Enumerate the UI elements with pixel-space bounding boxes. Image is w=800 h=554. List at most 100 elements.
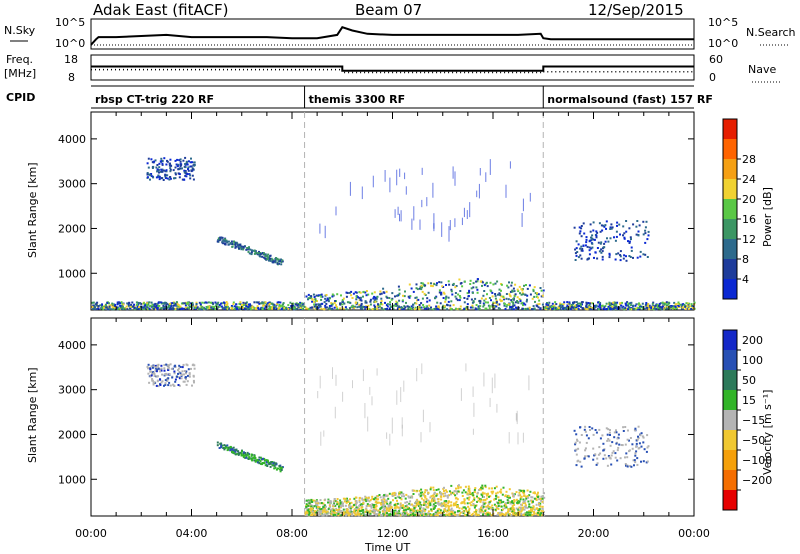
scatter-point	[609, 228, 612, 230]
scatter-point	[414, 302, 417, 305]
scatter-point	[224, 447, 226, 449]
scatter-point	[408, 502, 411, 505]
scatter-point	[274, 306, 277, 309]
scatter-point	[348, 307, 351, 310]
scatter-point	[419, 501, 422, 504]
scatter-point	[177, 367, 180, 370]
scatter-point	[540, 509, 543, 512]
scatter-point	[209, 306, 212, 309]
scatter-point	[154, 364, 157, 367]
colorbar-tick-label: 12	[742, 233, 756, 246]
scatter-point	[382, 508, 385, 511]
scatter-point	[425, 305, 428, 308]
scatter-point	[391, 495, 394, 497]
scatter-point	[346, 301, 349, 304]
scatter-point	[171, 302, 174, 305]
scatter-point	[395, 513, 398, 516]
scatter-point	[412, 512, 415, 515]
scatter-point	[591, 234, 594, 237]
scatter-point	[613, 236, 615, 239]
scatter-point	[404, 172, 406, 180]
scatter-point	[244, 302, 247, 305]
scatter-point	[125, 305, 128, 308]
scatter-point	[238, 247, 240, 250]
scatter-point	[250, 253, 253, 256]
scatter-point	[455, 490, 458, 493]
scatter-point	[320, 293, 323, 296]
scatter-point	[316, 500, 319, 503]
scatter-point	[430, 306, 432, 309]
scatter-point	[454, 218, 456, 228]
scatter-point	[616, 306, 619, 309]
scatter-point	[428, 299, 431, 302]
scatter-point	[342, 297, 345, 300]
velocity-dashed-lines	[304, 318, 544, 516]
scatter-point	[457, 510, 459, 513]
scatter-point	[192, 178, 195, 181]
scatter-point	[319, 294, 322, 296]
scatter-point	[242, 456, 245, 459]
scatter-point	[528, 503, 531, 506]
scatter-point	[471, 306, 474, 309]
scatter-point	[418, 510, 421, 513]
scatter-point	[529, 490, 532, 493]
scatter-point	[442, 495, 445, 498]
scatter-point	[296, 307, 299, 310]
colorbar-tick-label: 8	[742, 253, 749, 266]
scatter-point	[114, 306, 117, 309]
scatter-point	[365, 301, 368, 304]
scatter-point	[192, 375, 195, 378]
scatter-point	[511, 510, 514, 513]
scatter-point	[421, 514, 423, 517]
scatter-point	[593, 454, 596, 457]
scatter-point	[374, 509, 377, 512]
scatter-point	[443, 514, 446, 516]
scatter-point	[325, 306, 328, 309]
scatter-point	[454, 502, 457, 505]
scatter-point	[579, 302, 582, 305]
scatter-point	[398, 491, 401, 494]
scatter-point	[452, 282, 455, 285]
scatter-point	[225, 301, 228, 304]
scatter-point	[365, 294, 368, 297]
scatter-point	[179, 160, 182, 163]
scatter-point	[415, 504, 418, 506]
scatter-point	[536, 305, 539, 308]
scatter-point	[353, 504, 356, 506]
scatter-point	[619, 303, 621, 306]
scatter-point	[415, 302, 418, 305]
scatter-point	[217, 301, 220, 304]
scatter-point	[607, 455, 610, 457]
scatter-point	[616, 308, 619, 310]
scatter-point	[600, 304, 603, 307]
scatter-point	[602, 449, 605, 452]
scatter-point	[597, 305, 600, 308]
scatter-point	[418, 505, 420, 508]
scatter-point	[465, 514, 468, 516]
scatter-point	[690, 303, 693, 306]
scatter-point	[324, 511, 327, 514]
scatter-point	[349, 181, 351, 196]
scatter-point	[504, 513, 507, 516]
scatter-point	[371, 292, 374, 295]
scatter-point	[607, 438, 610, 440]
scatter-point	[493, 487, 496, 490]
scatter-point	[458, 510, 461, 513]
scatter-point	[340, 510, 343, 512]
scatter-point	[147, 157, 150, 160]
scatter-point	[638, 442, 641, 445]
scatter-point	[402, 492, 405, 495]
scatter-point	[434, 296, 437, 299]
scatter-point	[644, 253, 647, 256]
scatter-point	[523, 284, 525, 287]
scatter-point	[157, 363, 160, 366]
scatter-point	[324, 507, 327, 510]
scatter-point	[459, 511, 462, 514]
scatter-point	[575, 433, 578, 436]
scatter-point	[608, 252, 611, 255]
scatter-point	[600, 251, 603, 254]
scatter-point	[589, 302, 592, 305]
scatter-point	[423, 307, 426, 310]
scatter-point	[349, 505, 352, 508]
scatter-point	[456, 492, 458, 495]
